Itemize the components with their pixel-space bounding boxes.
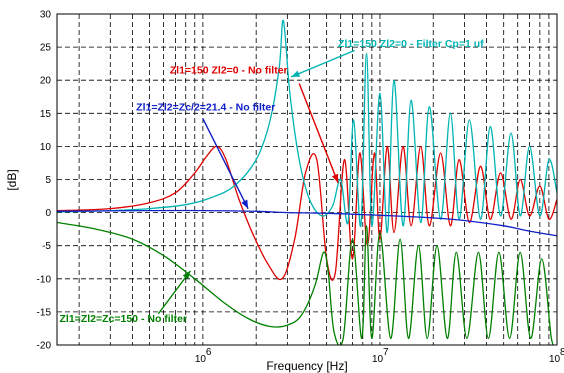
annotations: Zl1=150 Zl2=0 - Filter Cp=1 uf Zl1=150 Zl…: [60, 38, 485, 325]
x-tick-label: 10: [372, 354, 384, 365]
series-line-green: [57, 221, 557, 345]
arrowhead-blue: [241, 199, 249, 209]
x-tick-label: 10: [549, 354, 561, 365]
y-tick-label: -10: [37, 274, 52, 285]
series-line-blue: [57, 209, 557, 237]
annotation-arrow-blue: [202, 118, 249, 209]
arrowhead-green: [182, 270, 191, 280]
annotation-arrow-green: [157, 270, 191, 315]
y-tick-label: 30: [40, 10, 52, 21]
y-tick-label: 15: [40, 109, 52, 120]
y-tick-label: -5: [42, 241, 51, 252]
annotation-green: Zl1=Zl2=Zc=150 - No filter: [60, 313, 188, 325]
x-axis-label: Frequency [Hz]: [266, 359, 347, 373]
y-axis-label: [dB]: [5, 169, 19, 190]
x-tick-exponent: 8: [560, 347, 564, 358]
y-tick-label: -20: [37, 341, 52, 352]
arrowhead-red: [331, 173, 339, 183]
arrowhead-cyan: [291, 70, 301, 77]
x-tick-exponent: 6: [206, 347, 212, 358]
x-tick-exponent: 7: [383, 347, 389, 358]
y-tick-label: -15: [37, 307, 52, 318]
annotation-arrow-red: [298, 83, 339, 184]
y-tick-label: 10: [40, 142, 52, 153]
plot-frame: [56, 13, 558, 346]
series-group: [57, 19, 557, 345]
annotation-cyan: Zl1=150 Zl2=0 - Filter Cp=1 uf: [338, 38, 484, 50]
annotation-arrow-cyan: [290, 49, 355, 78]
y-tick-label: 0: [45, 208, 51, 219]
annotation-red: Zl1=150 Zl2=0 - No filter: [170, 65, 288, 77]
y-tick-label: 25: [40, 43, 52, 54]
y-tick-label: 20: [40, 76, 52, 87]
y-tick-labels: -20 -15 -10 -5 0 5 10 15 20 25 30: [37, 10, 52, 352]
series-line-cyan: [57, 19, 557, 234]
annotation-blue: Zl1=Zl2=Zc/2=21.4 - No filter: [136, 102, 275, 114]
x-tick-label: 10: [195, 354, 207, 365]
y-tick-label: 5: [45, 175, 51, 186]
